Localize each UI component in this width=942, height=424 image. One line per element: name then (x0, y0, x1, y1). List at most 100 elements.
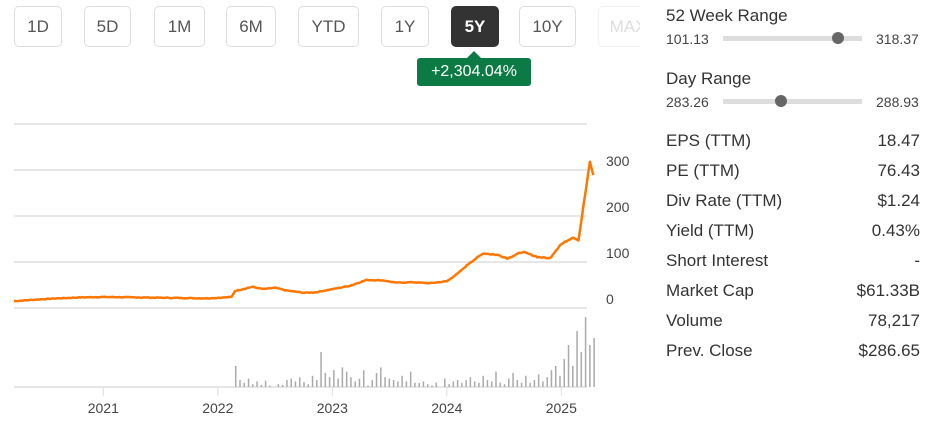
volume-bar (337, 378, 339, 387)
x-tick-label: 2021 (88, 400, 119, 416)
week52-slider (723, 32, 862, 44)
volume-bar (537, 374, 540, 387)
volume-bar (576, 331, 578, 387)
volume-bar (316, 380, 318, 387)
stat-label: Prev. Close (666, 341, 753, 360)
volume-bar (380, 367, 382, 387)
x-tick-label: 2022 (202, 400, 233, 416)
volume-bar (550, 370, 553, 387)
volume-bar (584, 317, 587, 387)
stat-row: Div Rate (TTM) $1.24 (666, 191, 920, 211)
volume-bar (478, 382, 480, 387)
volume-bar (320, 352, 322, 387)
stat-label: PE (TTM) (666, 161, 740, 180)
volume-bar (567, 345, 570, 387)
stat-row: Prev. Close $286.65 (666, 341, 920, 361)
stat-value: 18.47 (877, 131, 920, 150)
range-5d-button[interactable]: 5D (84, 6, 131, 47)
x-tick-label: 2023 (317, 400, 348, 416)
volume-bar (264, 380, 267, 387)
volume-bar (260, 384, 263, 387)
volume-bar (546, 377, 548, 387)
volume-bar (495, 371, 497, 387)
volume-bar (473, 381, 476, 387)
range-ytd-button[interactable]: YTD (298, 6, 359, 47)
volume-bar (294, 381, 297, 387)
volume-bar (328, 377, 331, 387)
volume-bar (542, 381, 544, 387)
volume-bar (559, 375, 561, 387)
range-1y-button[interactable]: 1Y (381, 6, 429, 47)
price-line (13, 160, 595, 303)
volume-bar (281, 384, 284, 387)
volume-bar (444, 378, 446, 387)
volume-bar (572, 366, 574, 387)
volume-bar (290, 378, 292, 387)
volume-bar (525, 375, 527, 387)
range-selector: 1D 5D 1M 6M YTD 1Y 5Y 10Y MAX (0, 0, 640, 60)
stat-row: Market Cap $61.33B (666, 281, 920, 301)
stat-value: 78,217 (868, 311, 920, 330)
volume-bar (516, 380, 519, 387)
volume-bar (392, 380, 395, 387)
volume-bar (247, 378, 250, 387)
volume-bar (499, 382, 502, 387)
volume-bar (422, 381, 425, 387)
volume-bar (529, 382, 531, 387)
range-max-button[interactable]: MAX (598, 6, 640, 47)
range-10y-button[interactable]: 10Y (519, 6, 576, 47)
volume-bar (354, 381, 356, 387)
volume-bar (431, 385, 433, 387)
stat-label: EPS (TTM) (666, 131, 751, 150)
range-1d-button[interactable]: 1D (14, 6, 62, 47)
volume-bar (520, 382, 523, 387)
week52-marker (832, 32, 845, 44)
volume-bar (405, 381, 408, 387)
volume-bar (298, 377, 301, 387)
volume-bar (388, 378, 391, 387)
volume-bar (234, 366, 237, 387)
x-tick-label: 2024 (431, 400, 462, 416)
y-tick-label: 0 (606, 291, 614, 307)
stat-label: Volume (666, 311, 723, 330)
range-6m-button[interactable]: 6M (226, 6, 276, 47)
volume-bar (435, 382, 438, 387)
volume-bar (593, 338, 595, 387)
volume-bar (269, 385, 271, 387)
volume-bar (486, 380, 489, 387)
day-range-marker (775, 95, 788, 107)
volume-bar (384, 377, 386, 387)
volume-bar (324, 373, 327, 387)
stat-row: Short Interest - (666, 251, 920, 271)
volume-bar (362, 370, 365, 387)
range-1m-button[interactable]: 1M (154, 6, 205, 47)
volume-bar (418, 382, 420, 387)
stat-value: 76.43 (877, 161, 920, 180)
volume-bar (482, 375, 484, 387)
y-tick-label: 300 (606, 153, 630, 169)
volume-bar (311, 375, 314, 387)
range-5y-button[interactable]: 5Y (451, 6, 499, 47)
volume-bar (350, 377, 352, 387)
y-tick-label: 100 (606, 245, 630, 261)
volume-bar (589, 345, 591, 387)
volume-bar (375, 373, 378, 387)
volume-bar (303, 382, 305, 387)
week52-label: 52 Week Range (666, 6, 788, 25)
stat-label: Div Rate (TTM) (666, 191, 783, 210)
volume-bar (490, 381, 493, 387)
day-range-slider (723, 95, 862, 107)
stat-value: $61.33B (856, 281, 920, 300)
volume-bar (256, 381, 258, 387)
day-high: 288.93 (876, 94, 919, 110)
stat-value: $1.24 (877, 191, 920, 210)
volume-bar (414, 382, 416, 387)
volume-bar (563, 359, 566, 387)
stat-row: Volume 78,217 (666, 311, 920, 331)
volume-bar (456, 380, 459, 387)
price-chart: 0 100 200 300 2021 2022 2023 2024 2025 (13, 123, 630, 416)
stat-value: 0.43% (871, 221, 920, 240)
volume-bar (469, 377, 472, 387)
volume-bar (503, 384, 506, 387)
stat-label: Market Cap (666, 281, 754, 300)
